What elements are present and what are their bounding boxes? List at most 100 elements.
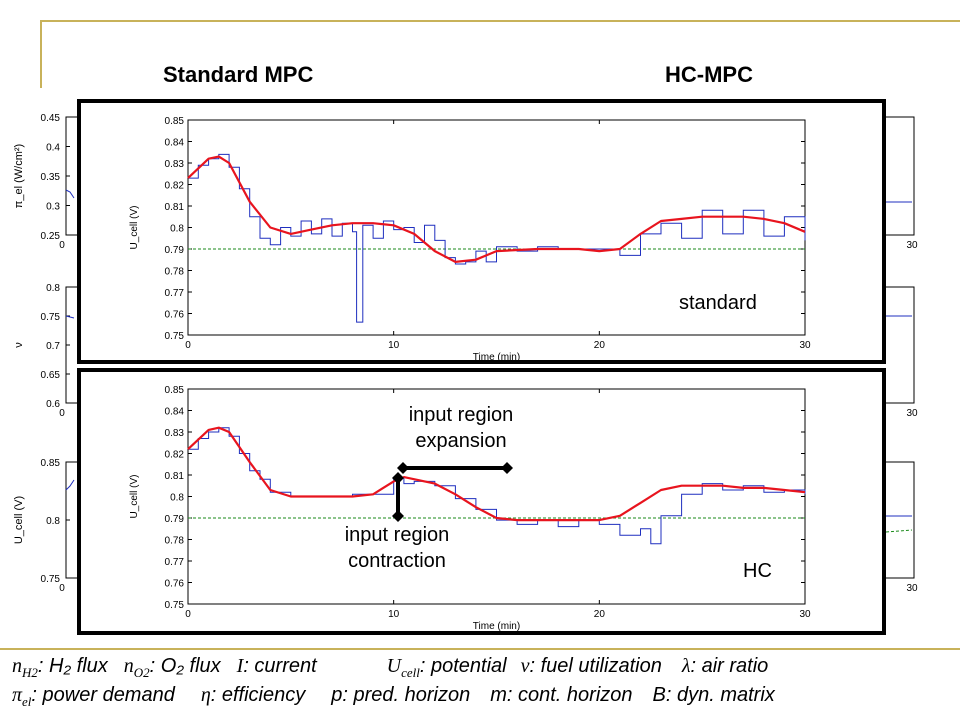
legend-subscript: H2 (22, 665, 38, 680)
standard-ucell-plot: 0.75 0.76 0.77 0.78 0.79 0.8 0.81 0.82 0.83 0.84 0… (129, 116, 811, 360)
ytick-label: 0.85 (165, 385, 185, 396)
ytick-label: 0.82 (165, 181, 185, 192)
ytick-label: 0.85 (165, 116, 185, 127)
xtick-label: 10 (388, 609, 400, 620)
bg-signal-fragment (65, 315, 75, 319)
ytick-label: 0.8 (170, 493, 184, 504)
bg-ytick-label: 0.75 (41, 574, 61, 585)
bg-ytick-label: 0.4 (46, 143, 60, 154)
xtick-label: 20 (594, 609, 606, 620)
legend-description: p: pred. horizon (331, 684, 471, 706)
ytick-label: 0.81 (165, 471, 185, 482)
standard-label: standard (679, 292, 757, 314)
legend-symbol: η (200, 684, 211, 706)
legend-description: : current (243, 655, 317, 677)
legend-item: nO2: O₂ flux (124, 655, 221, 680)
bg-ylabel: π_el (W/cm²) (13, 144, 25, 208)
legend-description: : H₂ flux (37, 655, 108, 677)
legend-description: B: dyn. matrix (652, 684, 775, 706)
legend-symbol: π (12, 684, 23, 706)
contraction-arrow-head-top (392, 472, 404, 484)
title-hc-mpc: HC-MPC (665, 62, 753, 87)
ytick-label: 0.79 (165, 514, 185, 525)
legend-symbol: U (386, 655, 402, 677)
hc-label: HC (743, 560, 772, 582)
bg-ytick-label: 0.8 (46, 283, 60, 294)
bottom-accent-line (0, 648, 960, 650)
legend-item: m: cont. horizon (490, 684, 632, 706)
x-axis-label: Time (min) (473, 352, 520, 360)
legend-item: η: efficiency (201, 684, 305, 706)
expansion-line-2: expansion (415, 430, 507, 452)
contraction-line-2: contraction (348, 550, 446, 572)
ytick-label: 0.79 (165, 245, 185, 256)
xtick-label: 0 (185, 340, 191, 351)
bg-ylabel: U_cell (V) (13, 496, 25, 544)
bg-xtick-label: 30 (906, 583, 918, 594)
legend-subscript: cell (401, 665, 420, 680)
bg-signal-fragment (65, 479, 75, 491)
legend-description: : efficiency (210, 684, 306, 706)
bg-ytick-label: 0.45 (41, 113, 61, 124)
legend-subscript: O2 (133, 665, 150, 680)
bg-ytick-label: 0.8 (46, 516, 60, 527)
xtick-label: 10 (388, 340, 400, 351)
legend-item: p: pred. horizon (331, 684, 470, 706)
ytick-label: 0.77 (165, 557, 185, 568)
legend-item: Ucell: potential (386, 655, 507, 680)
legend-symbol: I (236, 655, 244, 677)
bg-ytick-label: 0.75 (41, 312, 61, 323)
bg-reference-fragment (885, 529, 913, 533)
bg-ytick-label: 0.35 (41, 172, 61, 183)
bg-xtick-label: 0 (59, 408, 65, 419)
top-accent-line (40, 20, 960, 22)
ytick-label: 0.83 (165, 159, 185, 170)
expansion-arrow-head-right (501, 462, 513, 474)
title-standard-mpc: Standard MPC (163, 62, 314, 87)
ytick-label: 0.84 (165, 138, 185, 149)
legend-symbol: n (12, 655, 22, 677)
hc-ucell-plot: 0.75 0.76 0.77 0.78 0.79 0.8 0.81 0.82 0.83 0.84 0… (129, 385, 811, 631)
ytick-label: 0.83 (165, 428, 185, 439)
ytick-label: 0.8 (170, 224, 184, 235)
filtered-voltage-series (187, 155, 806, 263)
expansion-arrow-head-left (397, 462, 409, 474)
ytick-label: 0.76 (165, 310, 185, 321)
legend-description: : O₂ flux (149, 655, 221, 677)
bg-ytick-label: 0.7 (46, 341, 60, 352)
xtick-label: 0 (185, 609, 191, 620)
raw-voltage-series (188, 153, 806, 323)
ytick-label: 0.76 (165, 579, 185, 590)
legend-line-1: nH2: H₂ flux nO2: O₂ flux I: current Ucell:… (12, 655, 768, 681)
bg-ytick-label: 0.85 (41, 458, 61, 469)
bg-ylabel: ν (13, 342, 25, 348)
ytick-label: 0.75 (165, 331, 185, 342)
legend-symbol: ν (520, 655, 530, 677)
bg-xtick-label: 30 (906, 408, 918, 419)
left-accent-line (40, 20, 42, 88)
legend-description: : power demand (31, 684, 175, 706)
bg-ytick-label: 0.65 (41, 370, 61, 381)
legend-description: : air ratio (690, 655, 769, 677)
ytick-label: 0.78 (165, 267, 185, 278)
x-axis-label: Time (min) (473, 621, 520, 631)
contraction-line-1: input region (344, 524, 450, 546)
legend-subscript: el (22, 694, 32, 709)
bg-ytick-label: 0.3 (46, 202, 60, 213)
ytick-label: 0.77 (165, 288, 185, 299)
ytick-label: 0.75 (165, 600, 185, 611)
expansion-annotation: input region expansion (381, 402, 541, 454)
hc-mpc-inset: 0.75 0.76 0.77 0.78 0.79 0.8 0.81 0.82 0.83 0.84 0… (77, 368, 886, 635)
xtick-label: 20 (594, 340, 606, 351)
bg-xtick-label: 0 (59, 240, 65, 251)
bg-xtick-label: 0 (59, 583, 65, 594)
legend-symbol: λ (681, 655, 691, 677)
legend-description: : potential (419, 655, 507, 677)
legend-item: I: current (237, 655, 317, 677)
bg-ytick-label: 0.6 (46, 399, 60, 410)
legend-description: : fuel utilization (529, 655, 662, 677)
legend-item: λ: air ratio (682, 655, 768, 677)
bg-ytick-label: 0.25 (41, 231, 61, 242)
legend-description: m: cont. horizon (490, 684, 633, 706)
legend-item: B: dyn. matrix (653, 684, 775, 706)
